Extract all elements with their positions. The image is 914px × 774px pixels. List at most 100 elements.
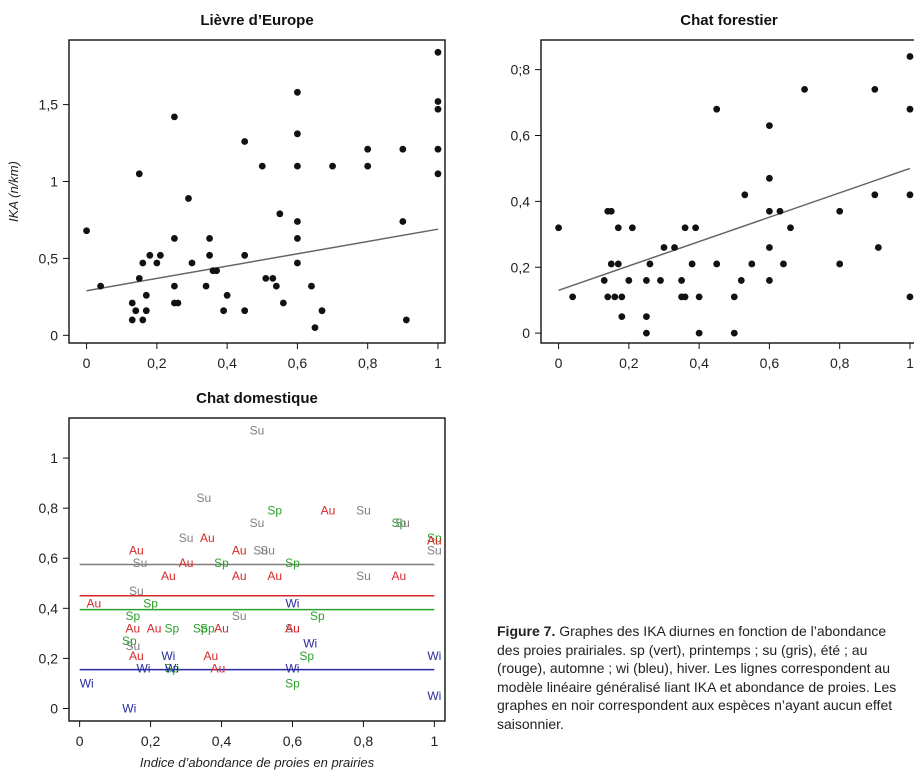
fit-line [86, 228, 439, 292]
data-point [628, 224, 636, 232]
data-point [434, 145, 442, 153]
season-point-sp: Sp [193, 621, 208, 635]
data-point [604, 293, 612, 301]
data-point [871, 86, 879, 93]
season-point-su: Su [179, 531, 194, 545]
season-point-su: Su [196, 491, 211, 505]
data-point [399, 218, 407, 225]
y-axis-label: IKA (n/km) [6, 161, 21, 222]
season-point-au: Au [161, 569, 176, 583]
data-point [135, 275, 143, 282]
y-tick-label: 1,5 [39, 97, 59, 113]
data-point [83, 227, 90, 235]
figure-caption: Figure 7. Graphes des IKA diurnes en fon… [497, 622, 902, 733]
x-tick-label: 1 [434, 355, 442, 371]
y-tick-label: 0,4 [511, 193, 531, 209]
x-tick-label: 0,6 [288, 355, 308, 371]
season-point-au: Au [86, 596, 101, 610]
chart-title-lievre: Lièvre d’Europe [200, 12, 314, 29]
season-point-sp: Sp [392, 516, 407, 530]
data-point [741, 191, 749, 199]
data-point [713, 260, 721, 268]
data-point [607, 260, 615, 268]
data-point [618, 293, 626, 301]
data-point [678, 277, 685, 284]
season-point-su: Su [253, 544, 268, 558]
data-point [643, 313, 650, 321]
data-point [318, 307, 326, 315]
x-tick-label: 0,8 [830, 355, 850, 371]
season-point-sp: Sp [285, 676, 300, 690]
y-tick-label: 0,6 [39, 550, 59, 566]
season-point-au: Au [427, 534, 442, 548]
season-point-wi: Wi [161, 649, 175, 663]
data-point [402, 316, 410, 324]
season-point-wi: Wi [80, 676, 94, 690]
data-point [692, 224, 700, 232]
season-point-su: Su [260, 544, 275, 558]
season-point-sp: Sp [200, 621, 215, 635]
season-point-au: Au [179, 556, 194, 570]
data-point [660, 244, 668, 251]
data-point [600, 277, 608, 284]
data-point [643, 329, 650, 337]
data-point [364, 145, 372, 153]
data-point [657, 277, 664, 284]
data-point [220, 307, 228, 315]
data-point [906, 105, 914, 113]
x-tick-label: 0,8 [354, 733, 374, 749]
y-tick-label: 0,8 [39, 500, 59, 516]
data-point [611, 293, 619, 301]
data-point [272, 282, 280, 290]
data-point [262, 275, 270, 282]
data-point [906, 53, 914, 60]
season-point-su: Su [133, 556, 148, 570]
season-point-au: Au [285, 621, 300, 635]
data-point [185, 195, 192, 202]
chart-panel-1: 0 0,2 0,4 0,6 0,8 1 0 0,2 0,4 0,6 0;8 [511, 39, 914, 371]
data-point [311, 324, 319, 332]
data-point [646, 260, 654, 268]
data-point [142, 307, 150, 315]
season-point-au: Au [214, 621, 229, 635]
season-point-sp: Sp [267, 504, 282, 518]
season-point-au: Au [267, 569, 282, 583]
x-tick-label: 0 [555, 355, 563, 371]
season-point-wi: Wi [285, 661, 299, 675]
y-tick-label: 1 [50, 174, 58, 190]
season-point-au: Au [147, 621, 162, 635]
data-point [241, 138, 249, 145]
season-point-wi: Wi [427, 649, 441, 663]
data-point [139, 259, 147, 267]
season-point-su: Su [356, 569, 371, 583]
season-point-sp: Sp [285, 556, 300, 570]
season-point-au: Au [321, 504, 336, 518]
fit-line [558, 167, 911, 292]
data-point [364, 162, 372, 170]
season-point-au: Au [232, 544, 247, 558]
caption-label: Figure 7. [497, 623, 556, 639]
data-point [434, 48, 442, 56]
data-point [695, 329, 703, 337]
season-point-wi: Wi [427, 689, 441, 703]
season-point-sp: Sp [143, 596, 158, 610]
data-point [766, 174, 773, 182]
data-point [614, 260, 622, 268]
season-point-su: Su [126, 639, 141, 653]
data-point [555, 224, 562, 232]
data-point [174, 299, 182, 307]
season-point-au: Au [232, 569, 247, 583]
data-point [294, 218, 301, 225]
chart-title-chat-domestique: Chat domestique [196, 390, 318, 407]
season-point-su: Su [250, 424, 265, 438]
data-point [681, 224, 689, 232]
y-tick-label: 0 [50, 327, 58, 343]
data-point [97, 282, 105, 290]
data-point [269, 275, 277, 282]
x-tick-label: 0,4 [217, 355, 237, 371]
data-point [836, 207, 844, 215]
data-point [776, 207, 784, 215]
y-tick-label: 0,4 [39, 600, 59, 616]
x-tick-label: 0,2 [619, 355, 639, 371]
